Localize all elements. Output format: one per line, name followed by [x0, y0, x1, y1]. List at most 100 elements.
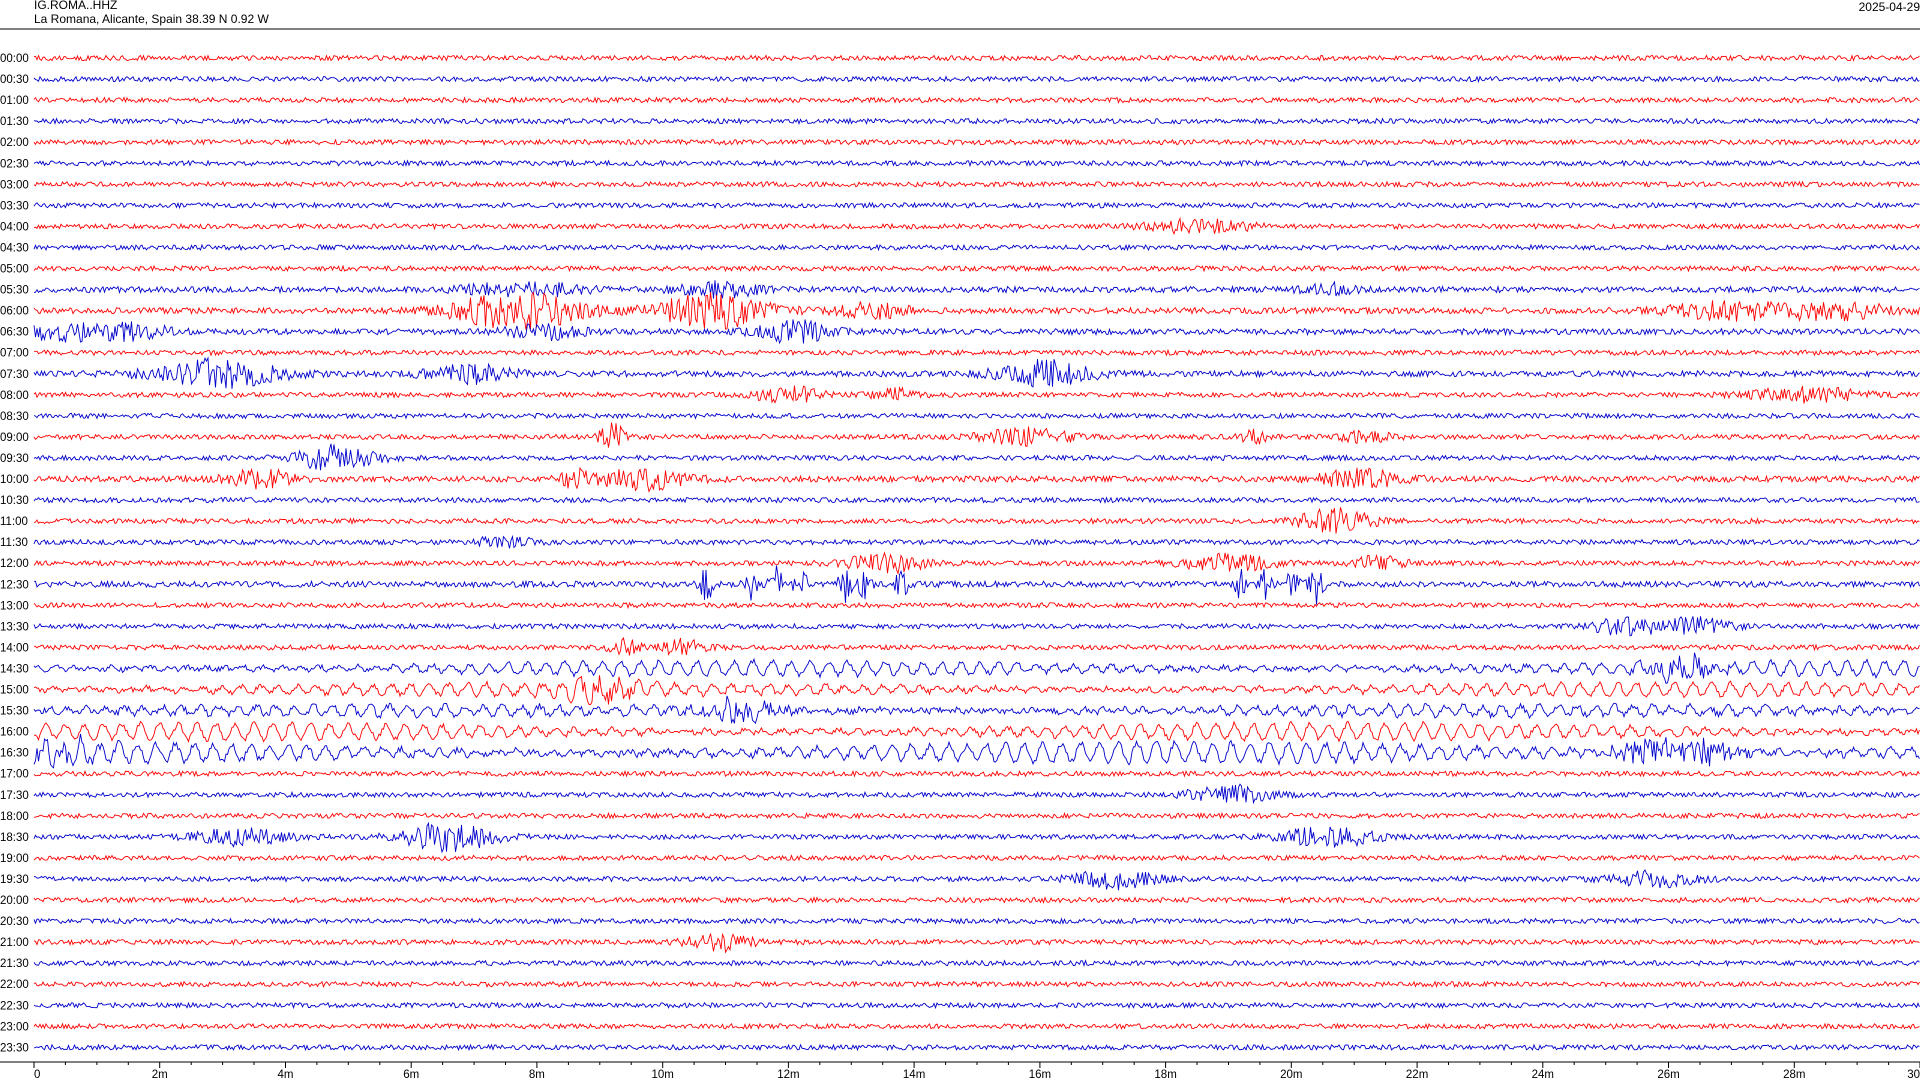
- row-label: 04:00: [0, 221, 29, 233]
- x-tick-label: 30: [1907, 1069, 1920, 1080]
- trace-1930: [33, 869, 1920, 891]
- x-tick-label: 14m: [903, 1069, 925, 1080]
- row-label: 19:30: [0, 874, 29, 886]
- row-label: 09:30: [0, 453, 29, 465]
- x-tick-label: 26m: [1657, 1069, 1679, 1080]
- row-label: 10:00: [0, 474, 29, 486]
- trace-0800: [33, 385, 1920, 404]
- trace-2030: [33, 917, 1920, 925]
- trace-0400: [33, 216, 1920, 236]
- row-label: 21:30: [0, 958, 29, 970]
- row-label: 00:30: [0, 74, 29, 86]
- row-label: 13:00: [0, 600, 29, 612]
- trace-0630: [33, 319, 1920, 345]
- row-label: 19:00: [0, 853, 29, 865]
- row-label: 05:00: [0, 264, 29, 276]
- traces-group: [33, 54, 1920, 1052]
- row-label: 08:00: [0, 390, 29, 402]
- trace-1800: [33, 811, 1920, 820]
- trace-2000: [33, 896, 1920, 904]
- trace-0500: [33, 264, 1920, 273]
- trace-2200: [33, 980, 1920, 988]
- row-label: 23:30: [0, 1042, 29, 1054]
- record-date: 2025-04-29: [1858, 0, 1920, 14]
- trace-0300: [33, 180, 1920, 189]
- row-label: 22:00: [0, 979, 29, 991]
- trace-0330: [33, 201, 1920, 210]
- trace-1400: [33, 636, 1920, 656]
- x-tick-label: 4m: [278, 1069, 294, 1080]
- row-label: 11:30: [0, 537, 28, 549]
- trace-0700: [33, 348, 1920, 357]
- trace-2330: [33, 1043, 1920, 1052]
- row-label: 17:30: [0, 790, 29, 802]
- x-tick-label: 10m: [652, 1069, 674, 1080]
- row-label: 02:30: [0, 158, 29, 170]
- x-tick-label: 28m: [1783, 1069, 1805, 1080]
- trace-0200: [33, 138, 1920, 147]
- row-label: 03:30: [0, 200, 29, 212]
- row-label: 20:00: [0, 895, 29, 907]
- row-label: 23:00: [0, 1021, 29, 1033]
- row-label: 02:00: [0, 137, 29, 149]
- row-label: 15:30: [0, 706, 29, 718]
- row-label: 21:00: [0, 937, 29, 949]
- trace-1530: [33, 695, 1920, 724]
- row-label: 04:30: [0, 243, 29, 255]
- trace-1030: [33, 496, 1920, 504]
- trace-2130: [33, 959, 1920, 968]
- row-labels-group: 00:00 00:30 01:00 01:30 02:00 02:30 03:00 03:30…: [0, 53, 29, 1054]
- row-label: 07:30: [0, 369, 29, 381]
- trace-0230: [33, 159, 1920, 168]
- trace-1900: [33, 854, 1920, 862]
- row-label: 14:30: [0, 664, 29, 676]
- trace-1730: [33, 783, 1920, 805]
- row-label: 22:30: [0, 1000, 29, 1012]
- trace-0830: [33, 412, 1920, 420]
- trace-2230: [33, 1001, 1920, 1010]
- row-label: 15:00: [0, 685, 29, 697]
- row-label: 14:00: [0, 642, 29, 654]
- trace-0030: [33, 75, 1920, 83]
- row-label: 13:30: [0, 621, 29, 633]
- row-label: 05:30: [0, 285, 29, 297]
- row-label: 12:00: [0, 558, 29, 570]
- row-label: 09:00: [0, 432, 29, 444]
- x-tick-label: 16m: [1029, 1069, 1051, 1080]
- x-axis: 0 2m 4m 6m 8m 10m 12m 14m 16m 18m 20m 22m 24m 26m 28m 3…: [0, 1061, 1920, 1080]
- trace-1100: [33, 507, 1920, 534]
- trace-1330: [33, 616, 1920, 637]
- trace-1230: [34, 565, 1920, 605]
- trace-1300: [33, 601, 1920, 610]
- trace-1000: [33, 466, 1920, 493]
- x-tick-label: 8m: [529, 1069, 545, 1080]
- row-label: 17:00: [0, 769, 29, 781]
- trace-1130: [33, 534, 1920, 549]
- row-label: 03:00: [0, 179, 29, 191]
- trace-1500: [33, 675, 1920, 706]
- row-label: 06:30: [0, 327, 29, 339]
- trace-1630: [33, 733, 1920, 769]
- row-label: 10:30: [0, 495, 29, 507]
- row-label: 00:00: [0, 53, 29, 65]
- station-id: IG.ROMA..HHZ: [34, 0, 118, 12]
- trace-0430: [33, 243, 1920, 252]
- x-tick-label: 20m: [1280, 1069, 1302, 1080]
- row-label: 16:00: [0, 727, 29, 739]
- trace-1200: [33, 551, 1920, 576]
- trace-1700: [33, 769, 1920, 778]
- x-tick-label: 6m: [403, 1069, 419, 1080]
- row-label: 08:30: [0, 411, 29, 423]
- row-label: 01:00: [0, 95, 29, 107]
- row-label: 18:00: [0, 811, 29, 823]
- x-tick-label: 0: [34, 1069, 40, 1080]
- trace-0900: [33, 422, 1920, 448]
- row-label: 07:00: [0, 348, 29, 360]
- row-label: 06:00: [0, 306, 29, 318]
- row-label: 01:30: [0, 116, 29, 128]
- row-label: 12:30: [0, 579, 29, 591]
- trace-1430: [33, 652, 1920, 684]
- x-tick-label: 24m: [1532, 1069, 1554, 1080]
- trace-1600: [33, 720, 1920, 743]
